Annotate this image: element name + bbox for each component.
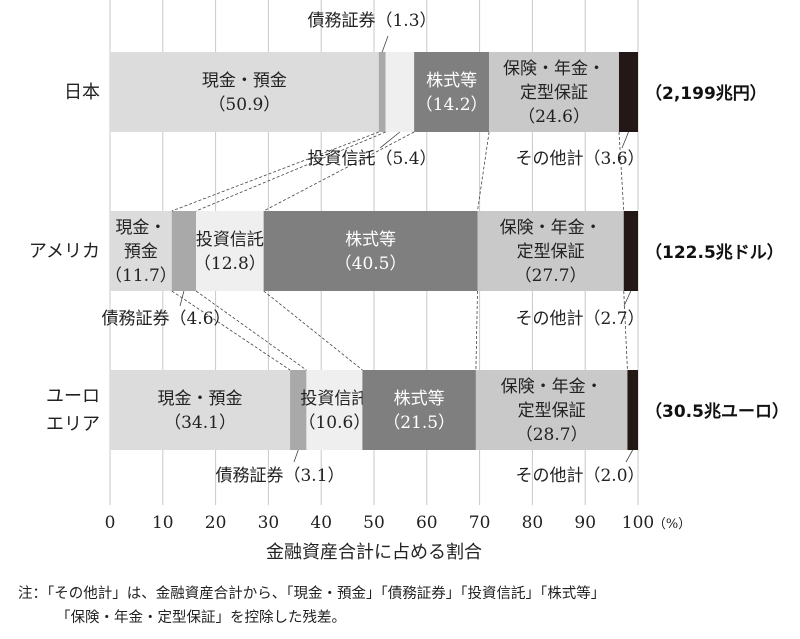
bar-segment-0-4 xyxy=(489,52,619,132)
callout-leader-bond xyxy=(381,35,389,53)
segment-label: 保険・年金・ xyxy=(500,218,602,238)
bar-segment-0-0 xyxy=(110,52,379,132)
bar-segment-2-1 xyxy=(290,370,307,450)
callout-label-bond: 債務証券（1.3） xyxy=(307,11,436,31)
connector-line xyxy=(195,290,307,371)
segment-label: （24.6） xyxy=(518,107,590,127)
callout-label-other: その他計（3.6） xyxy=(515,149,644,169)
segment-label: （10.6） xyxy=(298,413,370,433)
connector-line xyxy=(475,290,478,371)
x-tick-label: 60 xyxy=(416,513,438,533)
x-axis-title: 金融資産合計に占める割合 xyxy=(266,542,482,563)
connector-line xyxy=(263,131,415,212)
segment-label: （40.5） xyxy=(335,254,407,274)
segment-label: 株式等 xyxy=(426,71,477,91)
segment-label: （28.7） xyxy=(516,425,588,445)
segment-label: 現金・預金 xyxy=(202,71,287,91)
x-tick-label: 70 xyxy=(469,513,491,533)
connector-line xyxy=(171,131,379,212)
segment-label: 現金・預金 xyxy=(158,389,243,409)
bar-segment-0-1 xyxy=(378,52,386,132)
callout-label-trust: 投資信託（5.4） xyxy=(307,149,436,169)
callout-leader-bond xyxy=(179,290,185,307)
segment-label: 現金・ xyxy=(115,218,166,238)
callout-leader-other xyxy=(623,290,632,307)
total-label: （30.5兆ユーロ） xyxy=(645,401,789,422)
x-tick-label: 90 xyxy=(574,513,596,533)
connector-line xyxy=(477,131,490,212)
connector-line xyxy=(618,131,625,212)
total-label: （122.5兆ドル） xyxy=(645,242,784,263)
callout-label-bond: 債務証券（3.1） xyxy=(215,466,344,486)
segment-label: （14.2） xyxy=(416,95,488,115)
connector-line xyxy=(195,131,386,212)
category-label: ユーロ xyxy=(46,386,100,407)
segment-label: （21.5） xyxy=(383,413,455,433)
x-tick-label: 0 xyxy=(105,513,116,533)
bar-segment-2-3 xyxy=(362,370,476,450)
total-label: （2,199兆円） xyxy=(645,83,767,104)
connector-line xyxy=(171,290,291,371)
segment-label: 定型保証 xyxy=(518,401,586,421)
bar-segment-2-0 xyxy=(110,370,291,450)
x-tick-label: 100 xyxy=(622,513,654,533)
segment-label: 投資信託 xyxy=(300,389,368,409)
footnote: 注：「その他計」は、金融資産合計から、「現金・預金」「債務証券」「投資信託」「株… xyxy=(18,584,605,602)
bar-segment-1-5 xyxy=(623,211,638,291)
bar-segment-1-1 xyxy=(171,211,197,291)
callout-leader-other xyxy=(625,449,634,463)
bar-segment-1-2 xyxy=(196,211,264,291)
segment-label: 投資信託 xyxy=(196,230,264,250)
callout-label-bond: 債務証券（4.6） xyxy=(101,309,230,329)
bar-segment-0-2 xyxy=(385,52,415,132)
x-tick-label: 80 xyxy=(522,513,544,533)
x-tick-label: 50 xyxy=(363,513,385,533)
callout-leader-bond xyxy=(293,449,299,463)
callout-label-other: その他計（2.0） xyxy=(515,466,644,486)
segment-label: 預金 xyxy=(124,242,158,262)
category-label: エリア xyxy=(46,414,100,435)
segment-label: 定型保証 xyxy=(520,83,588,103)
segment-label: （27.7） xyxy=(515,266,587,286)
x-tick-label: 30 xyxy=(258,513,280,533)
bar-segment-0-3 xyxy=(414,52,490,132)
callout-label-other: その他計（2.7） xyxy=(515,309,644,329)
bar-segment-1-4 xyxy=(477,211,624,291)
bar-segment-2-5 xyxy=(627,370,638,450)
segment-label: （11.7） xyxy=(105,266,177,286)
x-tick-label: 40 xyxy=(310,513,332,533)
callout-leader-other xyxy=(621,131,629,149)
connector-line xyxy=(623,290,628,371)
category-label: 日本 xyxy=(64,82,100,103)
segment-label: （34.1） xyxy=(164,413,236,433)
connector-line xyxy=(263,290,363,371)
segment-label: 定型保証 xyxy=(517,242,585,262)
category-label: アメリカ xyxy=(29,241,100,262)
footnote: 「保険・年金・定型保証」を控除した残差。 xyxy=(56,609,346,626)
segment-label: （50.9） xyxy=(208,95,280,115)
bar-segment-1-0 xyxy=(110,211,172,291)
segment-label: 保険・年金・ xyxy=(503,59,605,79)
segment-label: 株式等 xyxy=(345,230,396,250)
bar-segment-2-4 xyxy=(475,370,628,450)
segment-label: 保険・年金・ xyxy=(501,377,603,397)
x-tick-label: 20 xyxy=(205,513,227,533)
segment-label: （12.8） xyxy=(194,254,266,274)
x-tick-label: 10 xyxy=(152,513,174,533)
bar-segment-2-2 xyxy=(306,370,363,450)
bar-segment-0-5 xyxy=(618,52,638,132)
x-unit-label: （%） xyxy=(653,517,691,532)
segment-label: 株式等 xyxy=(394,389,445,409)
callout-leader-trust xyxy=(379,131,401,149)
bar-segment-1-3 xyxy=(263,211,478,291)
